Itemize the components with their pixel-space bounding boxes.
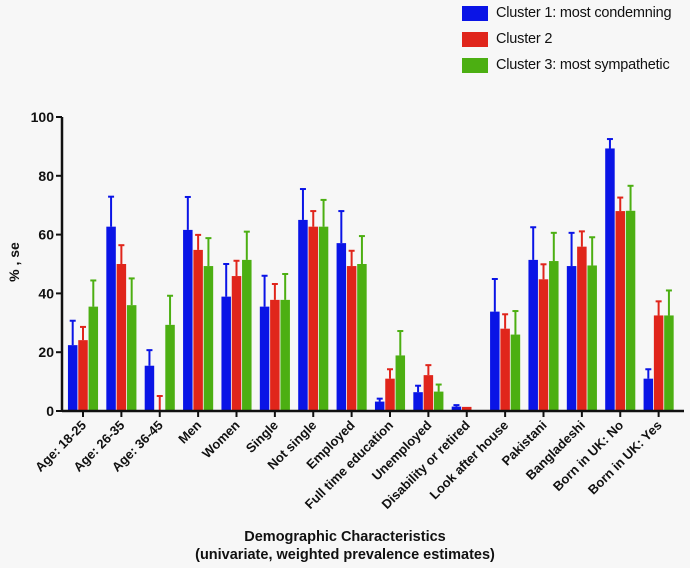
- bar-3-8: [395, 355, 406, 411]
- bar-3-7: [357, 264, 367, 411]
- bar-2-13: [577, 246, 587, 411]
- bar-2-15: [653, 315, 664, 411]
- legend-item-cluster-1: Cluster 1: most condemning: [462, 0, 672, 26]
- bar-3-15: [664, 315, 674, 411]
- bar-1-11: [490, 311, 500, 411]
- bar-2-4: [231, 276, 242, 411]
- legend-swatch-cluster-1: [462, 5, 488, 21]
- bar-1-15: [643, 378, 654, 411]
- bar-2-11: [500, 328, 510, 411]
- bar-2-8: [385, 378, 395, 411]
- bar-1-12: [528, 259, 538, 411]
- bar-2-12: [538, 279, 549, 411]
- y-tick-label-1: 20: [38, 344, 54, 360]
- y-tick-label-0: 0: [46, 403, 54, 419]
- legend-label-cluster-2: Cluster 2: [496, 31, 553, 47]
- bar-1-9: [413, 392, 423, 411]
- bar-3-13: [587, 265, 597, 411]
- bar-2-0: [78, 340, 88, 411]
- legend-label-cluster-1: Cluster 1: most condemning: [496, 5, 672, 21]
- bar-1-14: [605, 148, 615, 411]
- bar-3-4: [242, 259, 252, 411]
- bar-3-9: [433, 391, 444, 411]
- legend: Cluster 1: most condemning Cluster 2 Clu…: [462, 0, 672, 78]
- bar-1-13: [566, 266, 577, 411]
- legend-label-cluster-3: Cluster 3: most sympathetic: [496, 57, 670, 73]
- bar-2-9: [423, 375, 434, 411]
- x-tick-label-3: Men: [175, 417, 204, 446]
- bar-2-5: [270, 299, 280, 411]
- x-axis-title-main: Demographic Characteristics: [244, 529, 446, 545]
- bars-layer: [67, 138, 674, 411]
- bar-1-7: [336, 243, 347, 411]
- bar-1-8: [374, 401, 385, 411]
- x-tick-label-4: Women: [199, 417, 243, 461]
- bar-3-1: [126, 305, 137, 411]
- bar-2-6: [308, 226, 318, 411]
- y-axis-title: % , se: [6, 242, 22, 282]
- bar-3-12: [549, 261, 559, 411]
- bar-3-14: [625, 210, 636, 411]
- bar-2-7: [346, 266, 357, 411]
- bar-3-6: [318, 226, 329, 411]
- bar-1-6: [298, 219, 308, 411]
- legend-item-cluster-3: Cluster 3: most sympathetic: [462, 52, 671, 78]
- bar-3-3: [203, 266, 214, 411]
- bar-3-0: [88, 306, 99, 411]
- bar-1-10: [451, 406, 462, 411]
- bar-2-10: [462, 406, 472, 411]
- bar-3-2: [165, 324, 175, 411]
- bar-3-11: [510, 334, 521, 411]
- legend-item-cluster-2: Cluster 2: [462, 26, 671, 52]
- x-axis-title-sub: (univariate, weighted prevalence estimat…: [195, 547, 495, 563]
- y-tick-label-3: 60: [38, 227, 54, 243]
- bar-2-1: [116, 264, 127, 411]
- bar-1-3: [183, 229, 193, 411]
- y-tick-label-4: 80: [38, 168, 54, 184]
- bar-1-5: [259, 306, 270, 411]
- bar-1-0: [67, 345, 78, 411]
- legend-swatch-cluster-3: [462, 57, 488, 73]
- bar-2-3: [193, 249, 203, 411]
- bar-3-5: [280, 299, 290, 411]
- y-tick-label-5: 100: [31, 109, 55, 125]
- bar-1-4: [221, 296, 231, 411]
- legend-swatch-cluster-2: [462, 31, 488, 47]
- bar-1-1: [106, 226, 116, 411]
- bar-1-2: [144, 365, 155, 411]
- x-axis-title: Demographic Characteristics (univariate,…: [0, 528, 690, 564]
- bar-2-14: [615, 211, 625, 411]
- y-tick-label-2: 40: [38, 285, 54, 301]
